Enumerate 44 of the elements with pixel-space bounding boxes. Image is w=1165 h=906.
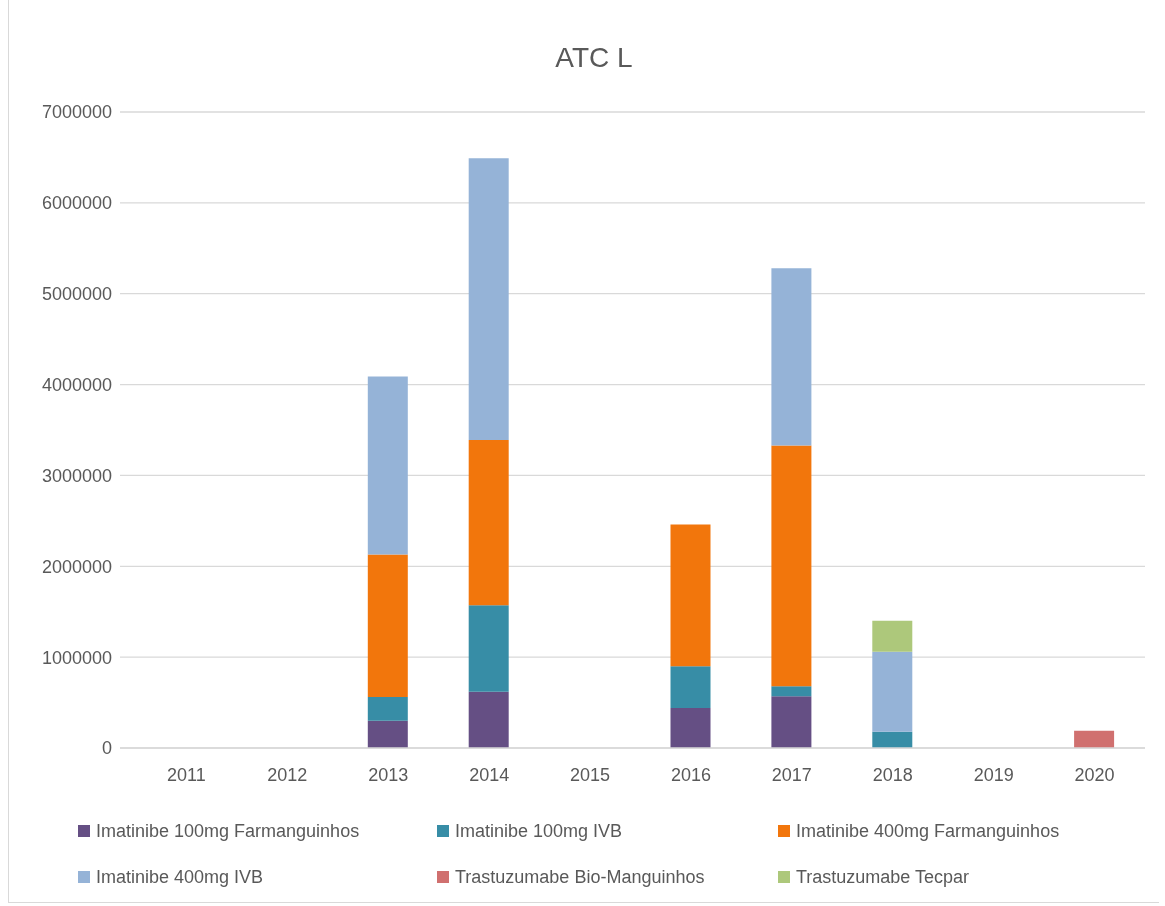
y-tick-label: 7000000 [41, 102, 112, 123]
x-tick-label: 2015 [570, 764, 611, 785]
bar [670, 708, 711, 748]
bar [468, 605, 509, 692]
y-tick-label: 2000000 [41, 556, 112, 577]
bar [771, 445, 812, 687]
legend-label: Imatinibe 400mg Farmanguinhos [796, 820, 1060, 842]
x-tick-label: 2013 [368, 764, 409, 785]
x-tick-label: 2014 [469, 764, 510, 785]
legend-label: Trastuzumabe Tecpar [796, 866, 970, 888]
bar [468, 691, 509, 748]
x-tick-label: 2020 [1074, 764, 1115, 785]
bar [670, 524, 711, 667]
x-tick-label: 2012 [267, 764, 308, 785]
x-tick-label: 2018 [872, 764, 913, 785]
bar [367, 376, 408, 555]
y-tick-label: 4000000 [41, 374, 112, 395]
y-tick-label: 1000000 [41, 647, 112, 668]
bar [468, 158, 509, 440]
bar [872, 651, 913, 732]
bar [670, 666, 711, 709]
x-tick-label: 2019 [973, 764, 1014, 785]
x-tick-label: 2016 [670, 764, 711, 785]
y-tick-label: 3000000 [41, 465, 112, 486]
bar [367, 697, 408, 721]
bar [367, 720, 408, 748]
legend-label: Imatinibe 100mg Farmanguinhos [96, 820, 360, 842]
x-tick-label: 2017 [771, 764, 812, 785]
bar [771, 686, 812, 697]
y-tick-label: 0 [101, 738, 112, 759]
bar [872, 731, 913, 748]
chart-title: ATC L [554, 42, 634, 74]
bar [771, 268, 812, 446]
legend-label: Trastuzumabe Bio-Manguinhos [455, 866, 705, 888]
bar [367, 554, 408, 698]
y-tick-label: 6000000 [41, 193, 112, 214]
y-tick-label: 5000000 [41, 284, 112, 305]
legend-label: Imatinibe 100mg IVB [455, 820, 623, 842]
x-tick-label: 2011 [167, 764, 206, 785]
bar [872, 620, 913, 652]
bar [468, 439, 509, 606]
bar [771, 696, 812, 748]
bar [1074, 730, 1115, 748]
legend-label: Imatinibe 400mg IVB [96, 866, 264, 888]
